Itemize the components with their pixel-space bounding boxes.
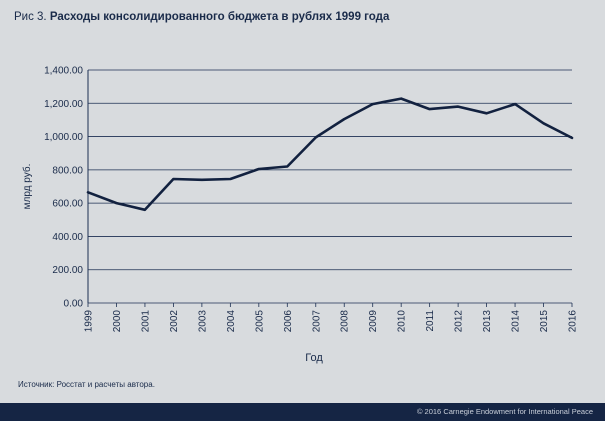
- x-tick-label: 2011: [425, 310, 436, 332]
- copyright: © 2016 Carnegie Endowment for Internatio…: [416, 407, 593, 416]
- figure-label: Рис 3.: [14, 11, 47, 23]
- y-tick-label: 200.00: [52, 265, 83, 276]
- x-tick-label: 1999: [84, 310, 95, 333]
- y-tick-label: 1,400.00: [44, 66, 83, 77]
- y-tick-label: 400.00: [52, 232, 83, 243]
- x-tick-label: 2007: [311, 310, 322, 333]
- footer-bar: © 2016 Carnegie Endowment for Internatio…: [0, 403, 605, 421]
- source-note: Источник: Росстат и расчеты автора.: [18, 380, 155, 389]
- x-tick-label: 2012: [454, 310, 465, 333]
- x-tick-labels: 1999 2000 2001 2002 2003 2004 2005 2006 2007 2008…: [84, 310, 579, 333]
- series-line: [86, 97, 574, 212]
- x-tick-label: 2016: [568, 310, 579, 333]
- y-tick-label: 1,200.00: [44, 99, 83, 110]
- x-tick-label: 2003: [197, 310, 208, 333]
- x-tick-label: 2014: [511, 310, 522, 333]
- y-tick-label: 0.00: [64, 299, 84, 310]
- x-axis-label: Год: [305, 352, 323, 364]
- x-tick-label: 2002: [169, 310, 180, 333]
- x-tick-label: 2010: [397, 310, 408, 333]
- y-tick-label: 1,000.00: [44, 132, 83, 143]
- x-tick-label: 2009: [368, 310, 379, 333]
- figure-title: Расходы консолидированного бюджета в руб…: [49, 11, 390, 23]
- grid-lines: [87, 69, 573, 307]
- y-tick-labels: 0.00 200.00 400.00 600.00 800.00 1,000.00 1,20…: [44, 66, 83, 310]
- x-tick-label: 2005: [254, 310, 265, 333]
- y-tick-label: 800.00: [52, 165, 83, 176]
- x-tick-label: 2001: [140, 310, 151, 333]
- x-tick-label: 2006: [283, 310, 294, 333]
- chart-title: Рис 3. Расходы консолидированного бюджет…: [14, 11, 389, 23]
- x-tick-label: 2004: [226, 310, 237, 333]
- x-tick-label: 2008: [340, 310, 351, 333]
- y-axis-label: млрд руб.: [21, 164, 33, 210]
- y-tick-label: 600.00: [52, 199, 83, 210]
- x-tick-label: 2013: [482, 310, 493, 333]
- x-tick-label: 2015: [539, 310, 550, 333]
- series-layer: [86, 97, 574, 212]
- x-tick-label: 2000: [112, 310, 123, 333]
